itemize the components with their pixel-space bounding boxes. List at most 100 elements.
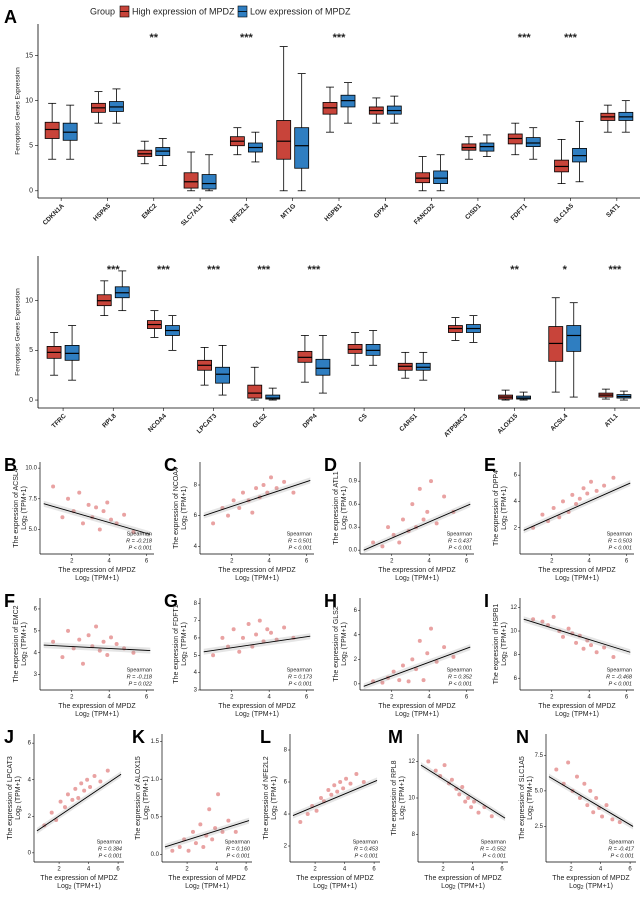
point bbox=[261, 483, 266, 487]
point bbox=[400, 517, 405, 522]
y-tick-label: 5 bbox=[194, 653, 198, 659]
point bbox=[101, 639, 106, 644]
point bbox=[237, 506, 242, 510]
point bbox=[60, 515, 65, 520]
x-tick-label: TFRC bbox=[50, 412, 67, 429]
stat-method: Spearman bbox=[287, 531, 312, 537]
point bbox=[326, 788, 331, 792]
point bbox=[240, 635, 245, 640]
point bbox=[560, 634, 565, 639]
point bbox=[594, 796, 599, 800]
stat-r: R = -0.218 bbox=[126, 538, 153, 544]
axis-unit: Log2 (TPM+1) bbox=[75, 575, 119, 583]
x-tick-label: 2 bbox=[230, 559, 234, 565]
x-tick-label: 4 bbox=[587, 695, 591, 701]
y-tick-label: 8 bbox=[412, 832, 416, 838]
box bbox=[566, 325, 582, 352]
x-tick-label: DPP4 bbox=[302, 412, 319, 429]
x-tick-label: 4 bbox=[587, 559, 591, 565]
x-tick-label: 4 bbox=[343, 867, 347, 873]
y-tick-label: 4 bbox=[284, 812, 288, 818]
axis-unit: Log2 (TPM+1) bbox=[341, 622, 349, 666]
y-tick-label: 5 bbox=[29, 143, 33, 150]
x-tick-label: 6 bbox=[145, 559, 149, 565]
axis-unit: Log2 (TPM+1) bbox=[185, 883, 229, 891]
point bbox=[449, 777, 454, 782]
unit-rest: (TPM+1) bbox=[181, 622, 188, 651]
x-tick-label: 6 bbox=[145, 695, 149, 701]
point bbox=[391, 532, 396, 537]
panel-label: F bbox=[4, 591, 15, 611]
legend-label: Low expression of MPDZ bbox=[250, 6, 351, 16]
point bbox=[338, 780, 343, 784]
point bbox=[570, 492, 575, 497]
axis-unit: Log2 (TPM+1) bbox=[395, 711, 439, 719]
point bbox=[594, 488, 599, 493]
axis-unit: Log2 (TPM+1) bbox=[181, 622, 189, 666]
axis-unit: Log2 (TPM+1) bbox=[235, 711, 279, 719]
point bbox=[226, 513, 231, 518]
x-tick-label: 6 bbox=[305, 559, 309, 565]
y-tick-label: 8 bbox=[514, 652, 518, 658]
point bbox=[472, 799, 477, 804]
significance: * bbox=[563, 264, 568, 276]
unit-base: Log bbox=[569, 883, 581, 890]
unit-rest: (TPM+1) bbox=[501, 622, 508, 651]
y-tick-label: 0.5 bbox=[151, 814, 160, 820]
stat-r: R = 0.437 bbox=[448, 538, 473, 544]
point bbox=[226, 644, 231, 649]
point bbox=[257, 618, 262, 623]
y-tick-label: 6 bbox=[514, 473, 518, 479]
x-axis-label: The expression of MPDZ bbox=[40, 875, 118, 882]
fit-line bbox=[43, 644, 151, 652]
point bbox=[254, 486, 259, 491]
point bbox=[429, 479, 434, 484]
y-tick-label: 3 bbox=[34, 672, 38, 678]
point bbox=[442, 763, 447, 768]
x-tick-label: GLS2 bbox=[251, 412, 268, 429]
significance: *** bbox=[257, 264, 271, 276]
point bbox=[410, 502, 415, 507]
point bbox=[371, 540, 376, 545]
y-tick-label: 8 bbox=[194, 601, 198, 607]
point bbox=[60, 655, 65, 660]
x-tick-label: ACSL4 bbox=[549, 412, 569, 432]
point bbox=[201, 844, 206, 849]
point bbox=[70, 797, 75, 802]
x-axis-label: The expression of MPDZ bbox=[378, 703, 456, 710]
y-tick-label: 0.9 bbox=[349, 479, 358, 485]
unit-base: Log bbox=[181, 654, 188, 666]
point bbox=[551, 506, 556, 510]
y-axis-label: The expression of RPL8 bbox=[391, 760, 398, 835]
point bbox=[220, 635, 225, 640]
x-tick-label: LPCAT3 bbox=[196, 412, 219, 435]
x-axis-label: The expression of MPDZ bbox=[538, 567, 616, 574]
fit-line bbox=[203, 479, 311, 517]
unit-rest: (TPM+1) bbox=[90, 711, 119, 718]
x-tick-label: 4 bbox=[107, 559, 111, 565]
fit-line bbox=[36, 773, 122, 832]
x-tick-label: 4 bbox=[215, 867, 219, 873]
legend-title: Group bbox=[90, 6, 115, 16]
x-tick-label: HSPB1 bbox=[323, 202, 344, 223]
stat-r: R = -0.552 bbox=[480, 846, 506, 852]
point bbox=[540, 512, 545, 517]
axis-unit: Log2 (TPM+1) bbox=[555, 711, 599, 719]
point bbox=[400, 663, 405, 668]
box bbox=[276, 120, 292, 160]
y-tick-label: 8 bbox=[284, 748, 288, 754]
x-tick-label: 6 bbox=[244, 867, 248, 873]
y-tick-label: 2 bbox=[354, 657, 358, 663]
unit-rest: (TPM+1) bbox=[410, 575, 439, 582]
x-tick-label: 2 bbox=[57, 867, 61, 873]
y-tick-label: 5.0 bbox=[29, 527, 38, 533]
x-tick-label: 4 bbox=[107, 695, 111, 701]
point bbox=[198, 822, 203, 827]
stat-r: R = 0.160 bbox=[226, 846, 251, 852]
x-tick-label: FDFT1 bbox=[510, 202, 530, 222]
x-tick-label: 6 bbox=[465, 559, 469, 565]
point bbox=[460, 785, 465, 790]
x-tick-label: 4 bbox=[267, 695, 271, 701]
point bbox=[71, 646, 76, 651]
